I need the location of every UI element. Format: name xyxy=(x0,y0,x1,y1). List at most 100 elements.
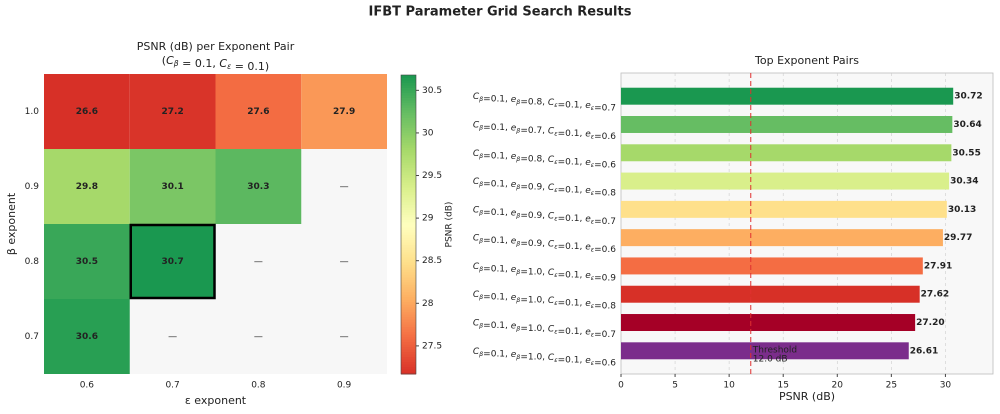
y-tick-label: Cβ=0.1, eβ=1.0, Cε=0.1, eε=0.8 xyxy=(473,290,616,312)
heatmap-cell xyxy=(215,74,302,149)
heatmap-cell xyxy=(215,149,302,224)
colorbar-segment xyxy=(401,226,416,230)
colorbar-segment xyxy=(401,167,416,171)
colorbar-segment xyxy=(401,79,416,83)
colorbar-segment xyxy=(401,244,416,248)
colorbar-segment xyxy=(401,204,416,208)
colorbar-segment xyxy=(401,194,416,198)
colorbar-segment xyxy=(401,77,416,81)
colorbar-segment xyxy=(401,364,416,368)
reference-label: Threshold xyxy=(752,345,797,355)
colorbar-segment xyxy=(401,329,416,333)
colorbar-segment xyxy=(401,359,416,363)
colorbar-segment xyxy=(401,82,416,86)
bar xyxy=(621,200,947,218)
colorbar-tick-label: 29.5 xyxy=(422,171,442,181)
colorbar-segment xyxy=(401,192,416,196)
colorbar-segment xyxy=(401,142,416,146)
bar xyxy=(621,229,943,247)
colorbar-segment xyxy=(401,199,416,203)
colorbar-label: PSNR (dB) xyxy=(445,202,455,248)
colorbar-segment xyxy=(401,356,416,360)
missing-label: — xyxy=(168,332,177,342)
colorbar-segment xyxy=(401,92,416,96)
y-tick-label: 1.0 xyxy=(25,107,40,117)
colorbar-segment xyxy=(401,334,416,338)
colorbar-segment xyxy=(401,149,416,153)
colorbar-segment xyxy=(401,336,416,340)
x-axis-title: ε exponent xyxy=(185,394,247,407)
colorbar-segment xyxy=(401,294,416,298)
y-tick-label: 0.9 xyxy=(25,182,40,192)
colorbar-segment xyxy=(401,154,416,158)
y-tick-label: Cβ=0.1, eβ=0.9, Cε=0.1, eε=0.7 xyxy=(473,205,616,227)
colorbar-segment xyxy=(401,301,416,305)
bar xyxy=(621,314,916,331)
missing-label: — xyxy=(340,257,349,267)
colorbar-segment xyxy=(401,281,416,285)
colorbar-segment xyxy=(401,349,416,353)
x-tick-label: 0.6 xyxy=(80,381,95,391)
colorbar-segment xyxy=(401,144,416,148)
heatmap-cell xyxy=(301,74,387,149)
heatmap-cell xyxy=(129,224,216,299)
colorbar-segment xyxy=(401,129,416,133)
colorbar-segment xyxy=(401,321,416,325)
cell-label: 27.2 xyxy=(162,107,184,117)
colorbar-segment xyxy=(401,174,416,178)
colorbar-segment xyxy=(401,371,416,375)
y-tick-label: Cβ=0.1, eβ=1.0, Cε=0.1, eε=0.6 xyxy=(473,346,616,368)
colorbar-segment xyxy=(401,217,416,221)
value-label: 30.55 xyxy=(952,148,980,158)
colorbar-segment xyxy=(401,249,416,253)
colorbar-segment xyxy=(401,296,416,300)
colorbar-tick-label: 30 xyxy=(422,128,434,138)
colorbar-segment xyxy=(401,291,416,295)
missing-label: — xyxy=(340,182,349,192)
cell-label: 30.7 xyxy=(162,257,184,267)
colorbar-segment xyxy=(401,137,416,141)
missing-label: — xyxy=(254,332,263,342)
cell-label: 29.8 xyxy=(76,182,98,192)
colorbar-segment xyxy=(401,339,416,343)
colorbar-segment xyxy=(401,241,416,245)
colorbar-segment xyxy=(401,309,416,313)
bar xyxy=(621,116,953,133)
colorbar-segment xyxy=(401,112,416,116)
heatmap-cell xyxy=(44,299,130,374)
colorbar-segment xyxy=(401,251,416,255)
colorbar-segment xyxy=(401,164,416,168)
colorbar-segment xyxy=(401,117,416,121)
colorbar-segment xyxy=(401,229,416,233)
bar xyxy=(621,257,923,275)
colorbar-segment xyxy=(401,187,416,191)
colorbar-segment xyxy=(401,119,416,123)
colorbar-segment xyxy=(401,87,416,91)
subplot-subtitle: (Cβ = 0.1, Cε = 0.1) xyxy=(162,54,269,73)
colorbar-segment xyxy=(401,256,416,260)
y-tick-label: Cβ=0.1, eβ=0.8, Cε=0.1, eε=0.6 xyxy=(473,148,616,170)
colorbar-segment xyxy=(401,207,416,211)
colorbar-segment xyxy=(401,286,416,290)
bar xyxy=(621,144,952,162)
colorbar-segment xyxy=(401,152,416,156)
colorbar-segment xyxy=(401,261,416,265)
colorbar-segment xyxy=(401,319,416,323)
cell-label: 30.6 xyxy=(76,332,98,342)
colorbar-segment xyxy=(401,127,416,131)
colorbar-segment xyxy=(401,366,416,370)
heatmap-cell xyxy=(129,74,216,149)
colorbar-segment xyxy=(401,139,416,143)
bar xyxy=(621,285,920,303)
y-tick-label: Cβ=0.1, eβ=0.9, Cε=0.1, eε=0.8 xyxy=(473,177,616,199)
colorbar-segment xyxy=(401,284,416,288)
colorbar-segment xyxy=(401,269,416,273)
colorbar-segment xyxy=(401,209,416,213)
x-axis-title: PSNR (dB) xyxy=(779,390,835,403)
colorbar-segment xyxy=(401,99,416,103)
figure-title: IFBT Parameter Grid Search Results xyxy=(369,5,632,20)
colorbar-segment xyxy=(401,274,416,278)
colorbar-segment xyxy=(401,214,416,218)
bar xyxy=(621,87,954,105)
colorbar-segment xyxy=(401,254,416,258)
